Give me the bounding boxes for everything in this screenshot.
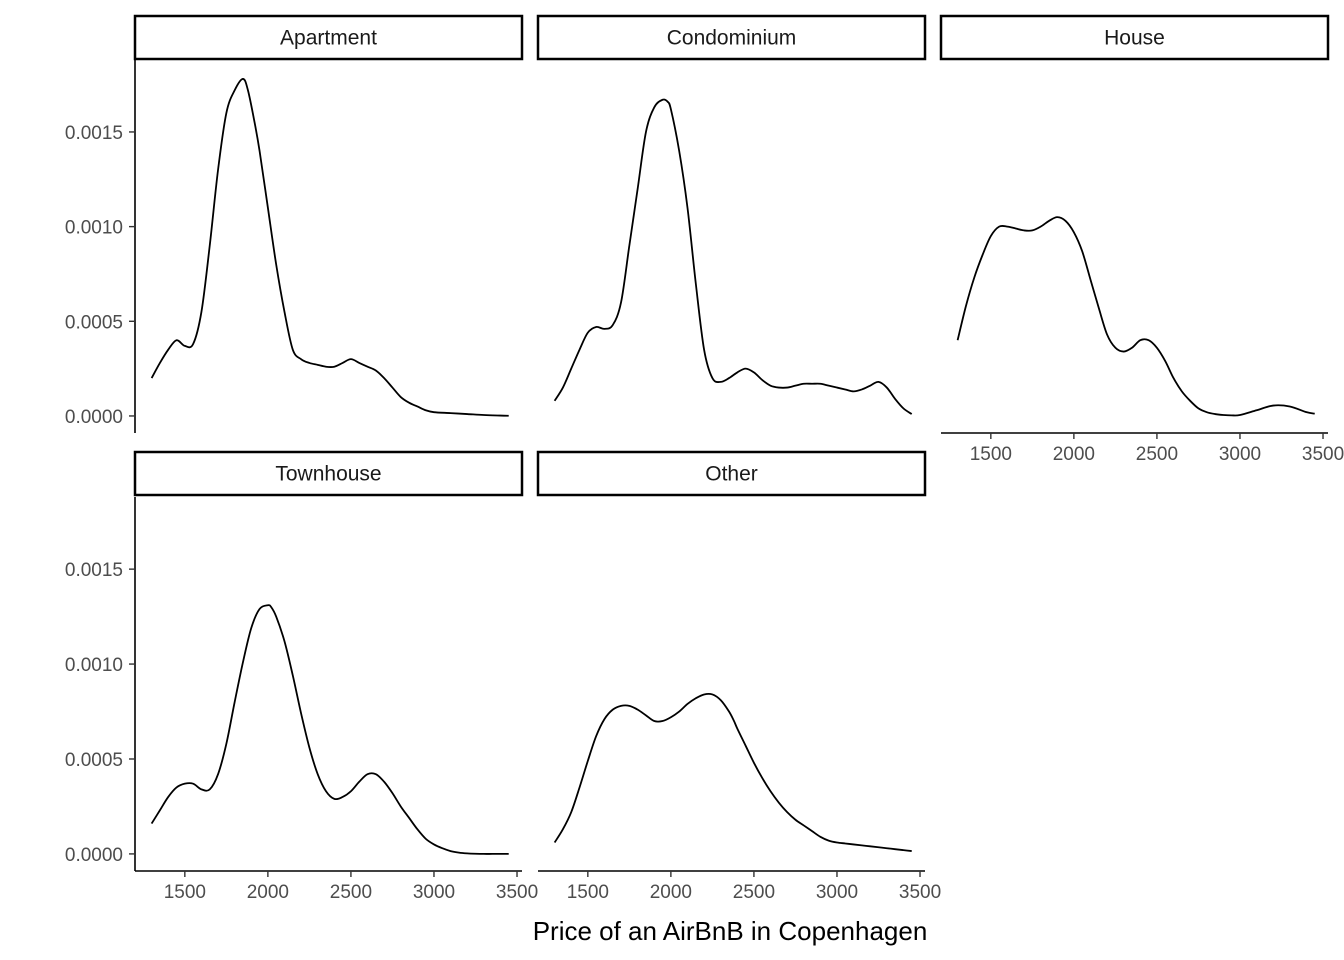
strip-label-condominium: Condominium (667, 27, 797, 50)
x-tick-label: 1500 (567, 882, 609, 903)
panel-apartment: Apartment 0.0000 0.0005 0.0010 0.0015 (65, 14, 524, 433)
y-tick-label: 0.0010 (65, 218, 123, 239)
strip-condominium (536, 14, 927, 61)
x-tick-label: 2500 (330, 882, 372, 903)
strip-other (536, 450, 927, 497)
panel-other: Other 1500 2000 2500 3000 3500 (536, 450, 941, 903)
strip-label-townhouse: Townhouse (275, 463, 381, 486)
x-tick-label: 1500 (164, 882, 206, 903)
x-tick-label: 1500 (970, 444, 1012, 465)
x-tick-label: 2500 (733, 882, 775, 903)
panel-townhouse: Townhouse 0.0000 0.0005 0.0010 0.0015 1500 200… (65, 450, 538, 903)
panel-condominium: Condominium (536, 14, 927, 415)
strip-label-house: House (1104, 27, 1165, 50)
x-tick-label: 3500 (496, 882, 538, 903)
density-curve-townhouse (150, 604, 509, 855)
x-tick-label: 3000 (413, 882, 455, 903)
x-tick-label: 2000 (247, 882, 289, 903)
y-tick-label: 0.0010 (65, 655, 123, 676)
x-tick-label: 3000 (1219, 444, 1261, 465)
x-tick-label: 2000 (1053, 444, 1095, 465)
strip-house (939, 14, 1330, 61)
y-tick-label: 0.0005 (65, 750, 123, 771)
y-tick-label: 0.0000 (65, 407, 123, 428)
x-tick-label: 2000 (650, 882, 692, 903)
x-tick-label: 3500 (899, 882, 941, 903)
density-curve-other (553, 692, 912, 852)
y-tick-label: 0.0000 (65, 845, 123, 866)
y-tick-label: 0.0005 (65, 312, 123, 333)
strip-label-other: Other (705, 463, 758, 486)
panel-house: House 1500 2000 2500 3000 3500 (939, 14, 1344, 465)
x-tick-label: 3000 (816, 882, 858, 903)
strip-label-apartment: Apartment (280, 27, 377, 50)
y-tick-label: 0.0015 (65, 560, 123, 581)
density-curve-condominium (553, 98, 913, 415)
strip-apartment (133, 14, 524, 61)
x-axis-title: Price of an AirBnB in Copenhagen (533, 916, 928, 946)
density-curve-apartment (150, 78, 509, 417)
x-tick-label: 3500 (1302, 444, 1344, 465)
facet-panels: Apartment 0.0000 0.0005 0.0010 0.0015 Condomi… (65, 14, 1344, 903)
strip-townhouse (133, 450, 524, 497)
density-curve-house (956, 216, 1315, 417)
x-tick-label: 2500 (1136, 444, 1178, 465)
y-tick-label: 0.0015 (65, 123, 123, 144)
